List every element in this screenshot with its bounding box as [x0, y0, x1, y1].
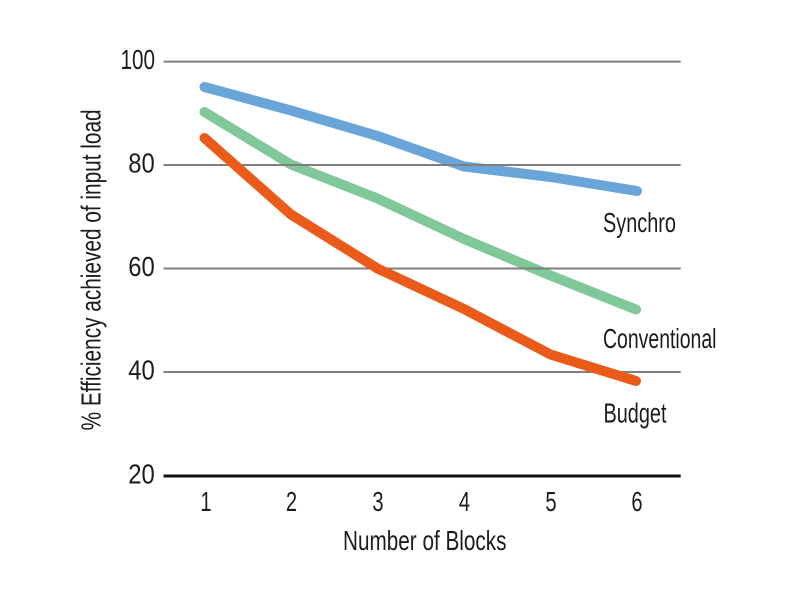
svg-text:80: 80 — [128, 148, 155, 179]
svg-text:4: 4 — [459, 486, 470, 517]
svg-text:40: 40 — [128, 355, 155, 386]
svg-text:6: 6 — [631, 486, 642, 517]
svg-text:Conventional: Conventional — [603, 323, 717, 354]
svg-text:% Efficiency achieved of input: % Efficiency achieved of input load — [76, 109, 107, 430]
svg-text:1: 1 — [200, 486, 211, 517]
svg-text:60: 60 — [128, 251, 155, 282]
svg-text:2: 2 — [286, 486, 297, 517]
svg-text:5: 5 — [545, 486, 556, 517]
svg-text:Synchro: Synchro — [603, 207, 676, 238]
svg-text:100: 100 — [121, 44, 156, 75]
svg-text:20: 20 — [128, 458, 155, 489]
svg-text:Number of Blocks: Number of Blocks — [343, 525, 507, 556]
svg-text:3: 3 — [372, 486, 383, 517]
svg-text:Budget: Budget — [604, 398, 667, 429]
